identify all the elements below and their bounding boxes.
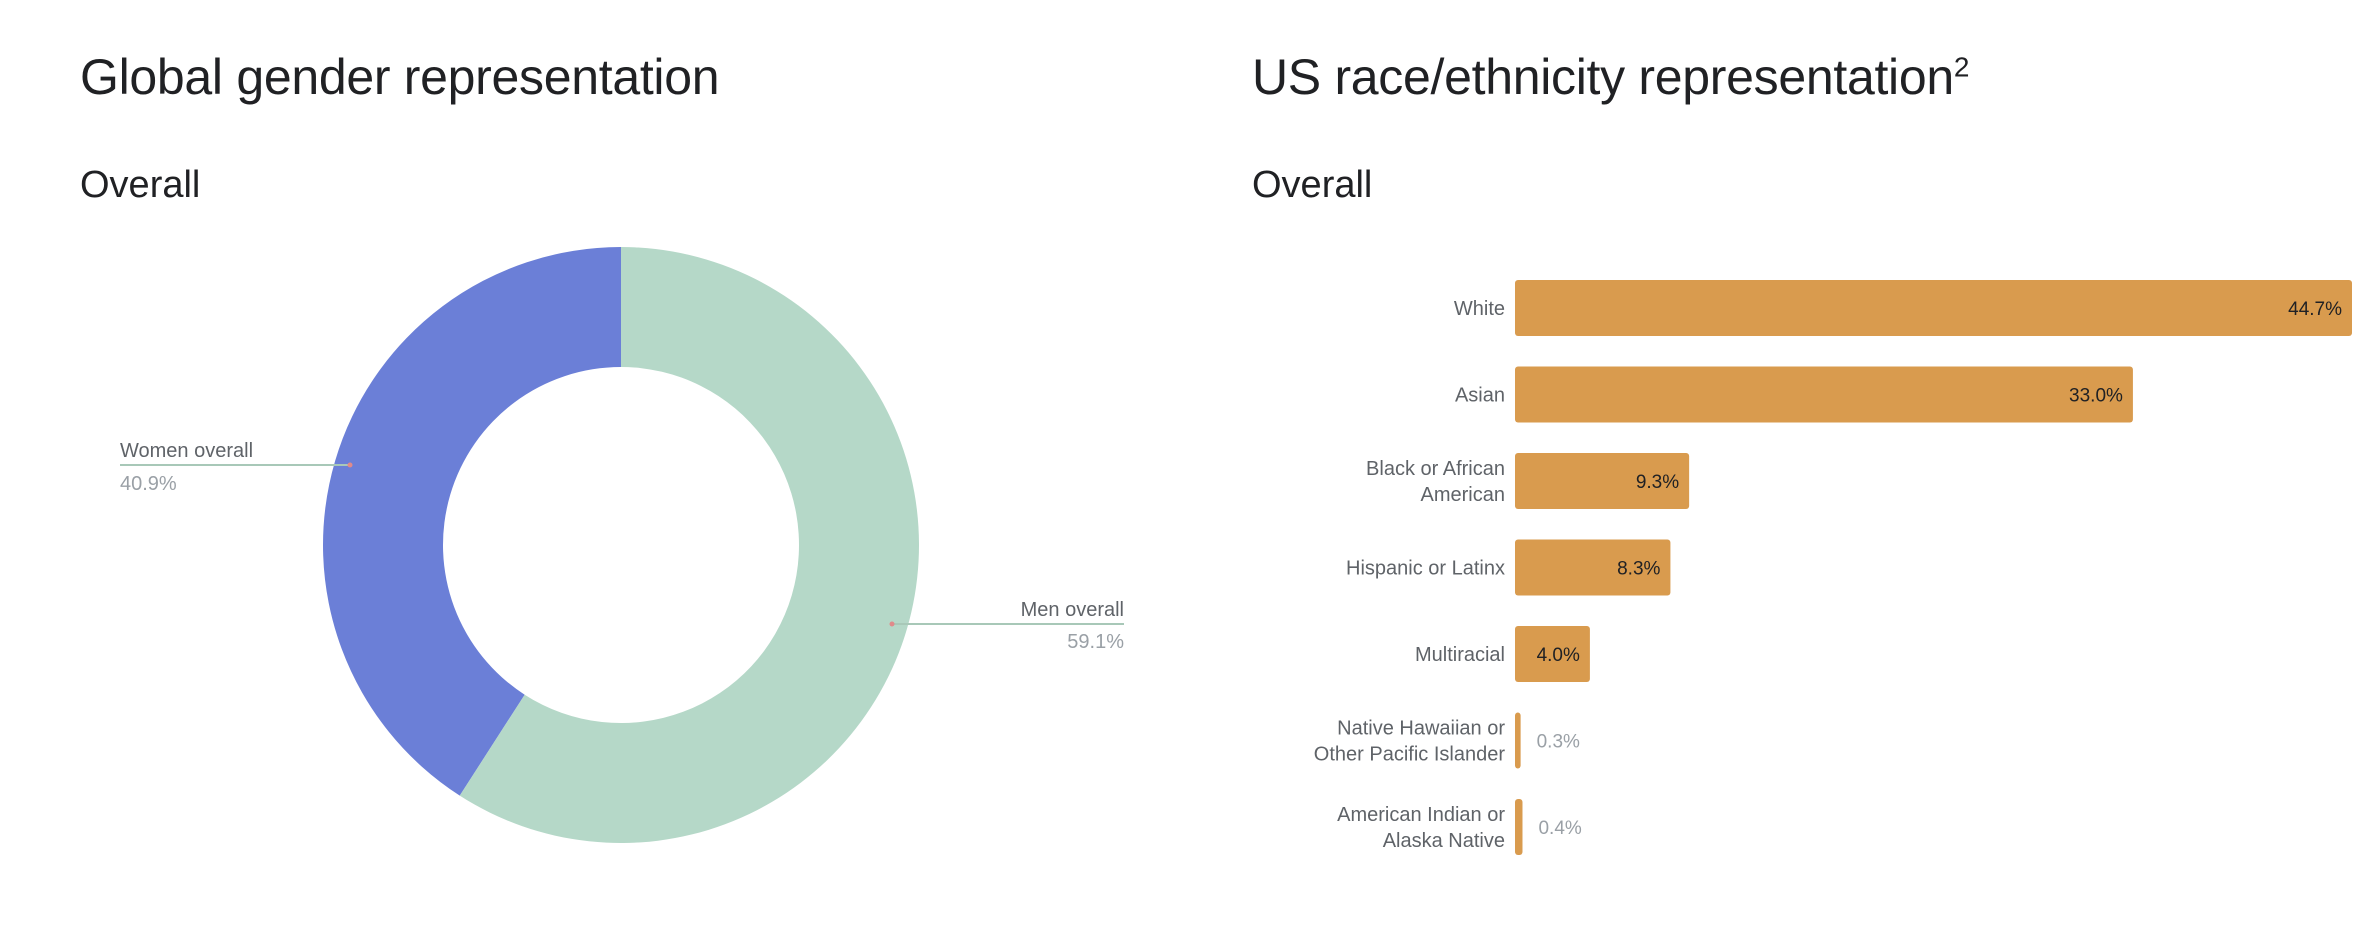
category-label-black-or-african-american: Black or African American	[1366, 458, 1505, 506]
category-label-hispanic-or-latinx: Hispanic or Latinx	[1346, 558, 1505, 580]
race-panel: US race/ethnicity representation2 Overal…	[1190, 0, 2380, 952]
value-label-black-or-african-american: 9.3%	[1636, 472, 1679, 493]
bar-black-or-african-american	[1515, 453, 1690, 509]
bar-american-indian-or-alaska-native	[1515, 799, 1523, 855]
category-label-line: American	[1421, 484, 1505, 506]
race-title-text: US race/ethnicity representation	[1252, 49, 1954, 105]
donut-slice-men-overall	[459, 247, 920, 843]
men-leader-dot	[889, 621, 895, 627]
gender-panel: Global gender representation Overall Wom…	[80, 49, 1124, 843]
race-title-footnote: 2	[1953, 51, 1970, 83]
category-label-multiracial: Multiracial	[1415, 644, 1505, 666]
gender-subtitle: Overall	[80, 164, 201, 206]
race-bar-chart: White 44.7% Asian 33.0% Black or African Amer…	[1314, 280, 2352, 855]
category-label-line: Alaska Native	[1383, 830, 1505, 852]
category-label-white: White	[1454, 298, 1505, 320]
women-value-label: 40.9%	[120, 473, 177, 495]
women-leader-dot	[347, 462, 353, 468]
race-subtitle: Overall	[1252, 164, 1373, 206]
category-label-asian: Asian	[1455, 385, 1505, 407]
category-label-american-indian-or-alaska-native: American Indian or Alaska Native	[1337, 804, 1505, 852]
donut-slice-women-overall	[323, 247, 621, 796]
race-title: US race/ethnicity representation2	[1252, 48, 1969, 106]
value-label-white: 44.7%	[2288, 299, 2342, 320]
value-label-hispanic-or-latinx: 8.3%	[1617, 559, 1660, 580]
gender-donut-chart: Women overall 40.9% Men overall 59.1%	[120, 247, 1124, 843]
category-label-native-hawaiian-or-other-pacific-islander: Native Hawaiian or Other Pacific Islander	[1314, 718, 1506, 766]
value-label-american-indian-or-alaska-native: 0.4%	[1538, 818, 1581, 839]
category-label-line: Black or African	[1366, 458, 1505, 480]
bar-white	[1515, 280, 2352, 336]
bar-multiracial	[1515, 626, 1590, 682]
bar-hispanic-or-latinx	[1515, 539, 1671, 596]
women-label: Women overall	[120, 440, 253, 462]
category-label-line: Other Pacific Islander	[1314, 744, 1506, 766]
men-value-label: 59.1%	[1067, 631, 1124, 653]
value-label-native-hawaiian-or-other-pacific-islander: 0.3%	[1537, 732, 1580, 753]
value-label-asian: 33.0%	[2069, 386, 2123, 407]
category-label-line: Native Hawaiian or	[1337, 718, 1505, 740]
value-label-multiracial: 4.0%	[1537, 645, 1580, 666]
bar-native-hawaiian-or-other-pacific-islander	[1515, 712, 1521, 769]
category-label-line: American Indian or	[1337, 804, 1505, 826]
men-label: Men overall	[1021, 599, 1124, 621]
bar-asian	[1515, 366, 2133, 423]
gender-title: Global gender representation	[80, 49, 720, 105]
